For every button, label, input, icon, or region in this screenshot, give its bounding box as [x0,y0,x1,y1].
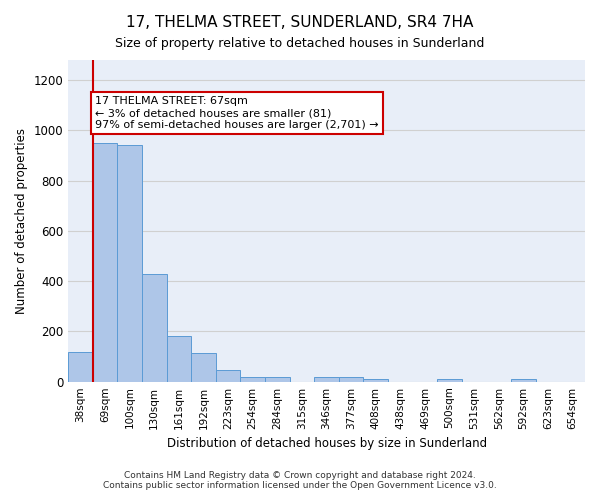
Bar [511,379,536,382]
Bar [118,146,142,382]
Text: Contains HM Land Registry data © Crown copyright and database right 2024.
Contai: Contains HM Land Registry data © Crown c… [103,470,497,490]
X-axis label: Distribution of detached houses by size in Sunderland: Distribution of detached houses by size … [167,437,487,450]
Bar [364,379,388,382]
Bar [142,274,167,382]
Bar [167,336,191,382]
Bar [93,143,118,382]
Bar [339,376,364,382]
Bar [216,370,241,382]
Text: 17, THELMA STREET, SUNDERLAND, SR4 7HA: 17, THELMA STREET, SUNDERLAND, SR4 7HA [127,15,473,30]
Y-axis label: Number of detached properties: Number of detached properties [15,128,28,314]
Bar [437,379,462,382]
Bar [191,353,216,382]
Text: 17 THELMA STREET: 67sqm
← 3% of detached houses are smaller (81)
97% of semi-det: 17 THELMA STREET: 67sqm ← 3% of detached… [95,96,379,130]
Bar [265,376,290,382]
Bar [314,376,339,382]
Bar [241,376,265,382]
Bar [68,352,93,382]
Text: Size of property relative to detached houses in Sunderland: Size of property relative to detached ho… [115,38,485,51]
